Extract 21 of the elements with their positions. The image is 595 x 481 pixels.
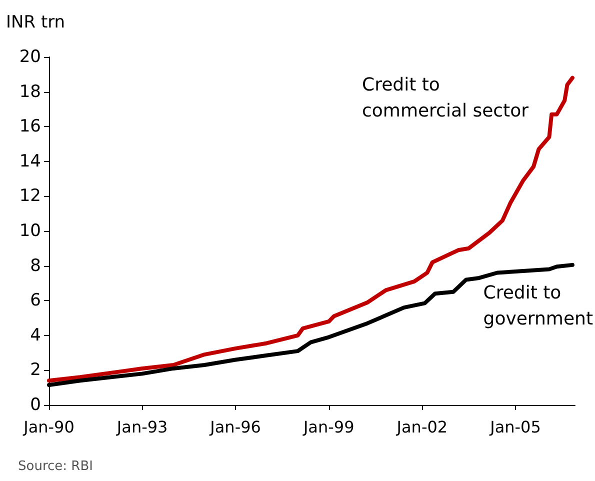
x-tick-label: Jan-96 (209, 418, 261, 436)
y-tick-label: 14 (19, 151, 41, 172)
y-tick-label: 4 (30, 325, 41, 346)
y-tick-label: 18 (19, 82, 41, 102)
y-tick-label: 16 (19, 116, 41, 137)
x-tick-label: Jan-99 (302, 418, 354, 436)
series-label: Credit to government (483, 282, 594, 330)
y-tick-label: 10 (19, 221, 41, 241)
x-tick-label: Jan-93 (116, 418, 168, 436)
x-tick-label: Jan-02 (396, 418, 448, 436)
y-tick-label: 12 (19, 186, 41, 206)
source-note: Source: RBI (18, 459, 93, 474)
series-label: Credit to commercial sector (362, 74, 530, 122)
y-tick-label: 8 (30, 256, 41, 276)
x-tick-label: Jan-90 (22, 418, 74, 436)
y-tick-label: 2 (30, 360, 41, 380)
y-axis-title: INR trn (6, 12, 66, 32)
x-tick-label: Jan-05 (489, 418, 541, 436)
y-tick-label: 20 (19, 47, 41, 67)
y-tick-label: 0 (30, 395, 41, 415)
y-tick-label: 6 (30, 290, 41, 311)
